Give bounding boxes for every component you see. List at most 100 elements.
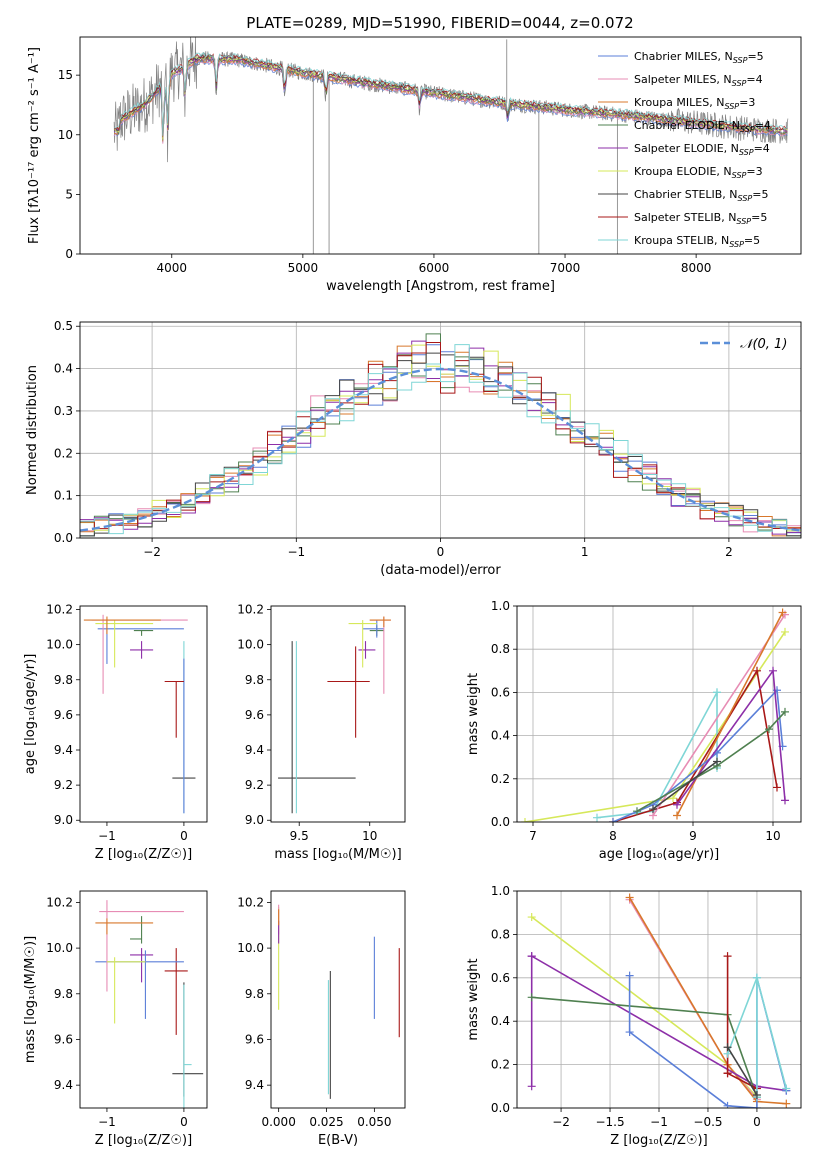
y-tick-label: 9.8 (245, 987, 264, 1001)
legend-entry: Chabrier ELODIE, NSSP=4 (634, 119, 771, 134)
model-spectrum (114, 52, 788, 136)
weight-series (723, 1043, 761, 1099)
plot-area (80, 333, 801, 537)
x-axis-label: wavelength [Angstrom, rest frame] (326, 279, 555, 294)
x-tick-label: 7000 (550, 261, 581, 275)
x-tick-label: −2 (552, 1115, 570, 1129)
mass-vs-ebv-panel: 0.000 0.025 0.050 9.4 9.6 9.8 10.0 10.2 E(B-V) (237, 890, 406, 1148)
y-tick-label: 9.6 (245, 708, 264, 722)
weight-line (524, 631, 786, 822)
y-tick-label: 9.8 (54, 673, 73, 687)
errorbar-point (99, 900, 184, 992)
x-tick-label: 0.000 (261, 1115, 295, 1129)
y-tick-label: 9.0 (54, 813, 73, 827)
errorbar-point (183, 984, 192, 1108)
y-tick-label: 10 (58, 128, 73, 142)
y-tick-label: 1.0 (491, 599, 510, 613)
gaussian-curve (80, 367, 801, 532)
weight-vs-metallicity-panel: −2 −1.5 −1 −0.5 0 0.0 0.2 0.4 0.6 0.8 1.0 Z [log₁₀(… (466, 884, 802, 1148)
weight-marker (669, 794, 677, 803)
weight-line (726, 1046, 758, 1096)
x-axis-label: E(B-V) (318, 1133, 358, 1148)
y-tick-label: 0.2 (491, 772, 510, 786)
x-tick-label: 0 (180, 829, 188, 843)
model-spectrum (113, 59, 788, 144)
spectrum-legend: Chabrier MILES, NSSP=5 Salpeter MILES, NS… (598, 50, 771, 249)
y-tick-label: 9.4 (54, 1078, 73, 1092)
spectrum-panel: 4000 5000 6000 7000 8000 0 5 10 15 wavelength [An… (27, 36, 802, 294)
residual-histogram (80, 344, 801, 535)
legend-entry: Chabrier STELIB, NSSP=5 (634, 188, 768, 203)
y-tick-label: 10.0 (46, 638, 73, 652)
y-tick-label: 9.6 (245, 1032, 264, 1046)
y-tick-label: 0.6 (491, 685, 510, 699)
y-tick-label: 0.5 (54, 319, 73, 333)
legend-entry: Salpeter ELODIE, NSSP=4 (634, 142, 770, 157)
x-tick-label: −1 (98, 829, 116, 843)
weight-marker (713, 688, 721, 697)
y-tick-label: 0.2 (491, 1058, 510, 1072)
y-tick-label: 10.0 (46, 941, 73, 955)
y-tick-label: 10.0 (237, 638, 264, 652)
errorbar-point (164, 948, 188, 1035)
x-tick-label: 7 (529, 829, 537, 843)
y-tick-label: 9.2 (245, 778, 264, 792)
x-tick-label: 9.5 (290, 829, 309, 843)
weight-marker (723, 952, 732, 961)
weight-marker (752, 1090, 761, 1099)
figure-title: PLATE=0289, MJD=51990, FIBERID=0044, z=0… (246, 14, 633, 32)
weight-marker (752, 973, 761, 982)
legend-entry: Kroupa ELODIE, NSSP=3 (634, 165, 763, 180)
y-tick-label: 9.6 (54, 1032, 73, 1046)
x-tick-label: 1 (581, 545, 589, 559)
errorbar-point (369, 616, 391, 628)
y-tick-label: 10.2 (237, 603, 264, 617)
weight-marker (723, 1043, 732, 1052)
weight-line (628, 897, 787, 1105)
x-axis-label: (data-model)/error (380, 563, 501, 578)
x-tick-label: 5000 (288, 261, 319, 275)
errorbar-point (348, 620, 377, 668)
axes-frame (516, 605, 802, 823)
x-axis-label: Z [log₁₀(Z/Z☉)] (95, 847, 192, 862)
weight-marker (673, 800, 681, 809)
weight-marker (527, 952, 536, 961)
errorbar-point (95, 950, 184, 1019)
errorbar-point (164, 680, 184, 738)
x-tick-label: 0.050 (357, 1115, 391, 1129)
x-tick-label: −1 (287, 545, 305, 559)
weight-line (652, 760, 718, 810)
y-axis-label: mass [log₁₀(M/M☉)] (23, 936, 38, 1063)
weight-marker (769, 666, 777, 675)
errorbar-point (130, 916, 143, 944)
y-tick-label: 10.2 (237, 895, 264, 909)
errorbar-point (358, 641, 376, 659)
y-tick-label: 9.8 (245, 673, 264, 687)
weight-marker (609, 818, 617, 822)
age-vs-mass-panel: 9.5 10 9.0 9.2 9.4 9.6 9.8 10.0 10.2 mass [log₁₀(… (237, 603, 406, 862)
plot-area (113, 37, 789, 254)
weight-series (609, 686, 787, 822)
plot-area (83, 614, 196, 814)
errorbar-point (362, 620, 384, 638)
errorbar-point (95, 620, 154, 668)
errorbar-point (130, 948, 154, 983)
y-tick-label: 0.6 (491, 971, 510, 985)
weight-marker (633, 807, 641, 816)
weight-marker (781, 796, 789, 805)
weight-line (612, 688, 784, 822)
y-tick-label: 9.6 (54, 708, 73, 722)
weight-marker (765, 725, 773, 734)
errorbar-point (106, 957, 146, 1024)
legend-entry: Salpeter STELIB, NSSP=5 (634, 211, 767, 226)
y-axis-label: Flux [fλ10⁻¹⁷ erg cm⁻² s⁻¹ A⁻¹] (27, 47, 42, 244)
plot-area (278, 616, 391, 814)
y-tick-label: 9.4 (245, 743, 264, 757)
x-tick-label: 4000 (156, 261, 187, 275)
weight-vs-age-panel: 7 8 9 10 0.0 0.2 0.4 0.6 0.8 1.0 age [log₁₀(age/yr… (466, 599, 802, 862)
y-tick-label: 9.4 (54, 743, 73, 757)
errorbar-point (83, 616, 161, 635)
weight-series (521, 627, 789, 822)
y-axis-label: mass weight (466, 958, 481, 1040)
weight-series (673, 666, 789, 809)
